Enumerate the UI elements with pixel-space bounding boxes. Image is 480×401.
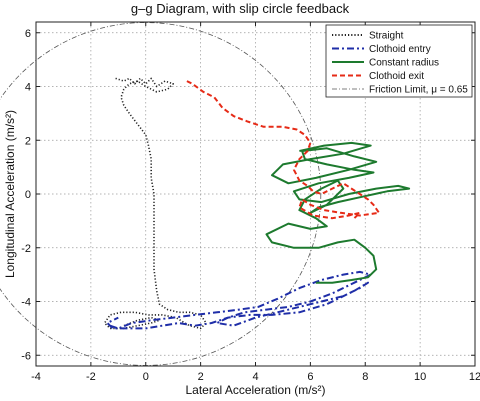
legend-label: Friction Limit, μ = 0.65 [369,85,468,96]
x-tick-label: 8 [362,371,368,383]
x-tick-label: 10 [414,371,426,383]
series-line-clothoid-exit [186,80,380,220]
y-tick-label: -2 [21,243,31,255]
series-line-straight [103,77,207,330]
y-tick-label: 0 [25,189,31,201]
series-line-clothoid-entry [106,270,372,330]
x-tick-label: 4 [252,371,258,383]
legend: Straight Clothoid entry Constant radius Clo… [325,24,473,98]
y-axis-label: Longitudinal Acceleration (m/s²) [3,110,17,278]
chart-title: g–g Diagram, with slip circle feedback [130,1,350,16]
legend-label: Straight [369,31,404,42]
y-tick-label: 2 [25,135,31,147]
x-tick-label: -2 [86,371,96,383]
legend-label: Constant radius [369,58,439,69]
legend-label: Clothoid entry [369,44,431,55]
y-tick-label: 6 [25,28,31,40]
x-axis-label: Lateral Acceleration (m/s²) [185,383,325,397]
legend-label: Clothoid exit [369,71,424,82]
x-tick-label: 12 [469,371,480,383]
y-tick-label: -4 [21,297,31,309]
y-tick-label: -6 [21,350,31,362]
series-line-constant-radius [265,141,411,284]
x-tick-label: 2 [198,371,204,383]
x-tick-label: -4 [31,371,41,383]
y-tick-label: 4 [25,82,31,94]
x-tick-label: 0 [143,371,149,383]
x-tick-label: 6 [307,371,313,383]
